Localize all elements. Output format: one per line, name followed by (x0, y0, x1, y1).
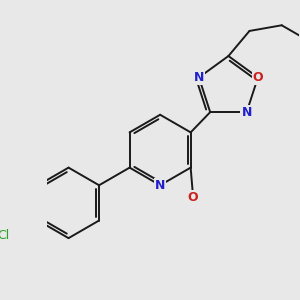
Text: Cl: Cl (0, 229, 10, 242)
Text: O: O (188, 191, 199, 204)
Text: O: O (253, 71, 263, 84)
Text: N: N (194, 71, 204, 84)
Text: N: N (242, 106, 252, 118)
Text: N: N (155, 179, 165, 192)
